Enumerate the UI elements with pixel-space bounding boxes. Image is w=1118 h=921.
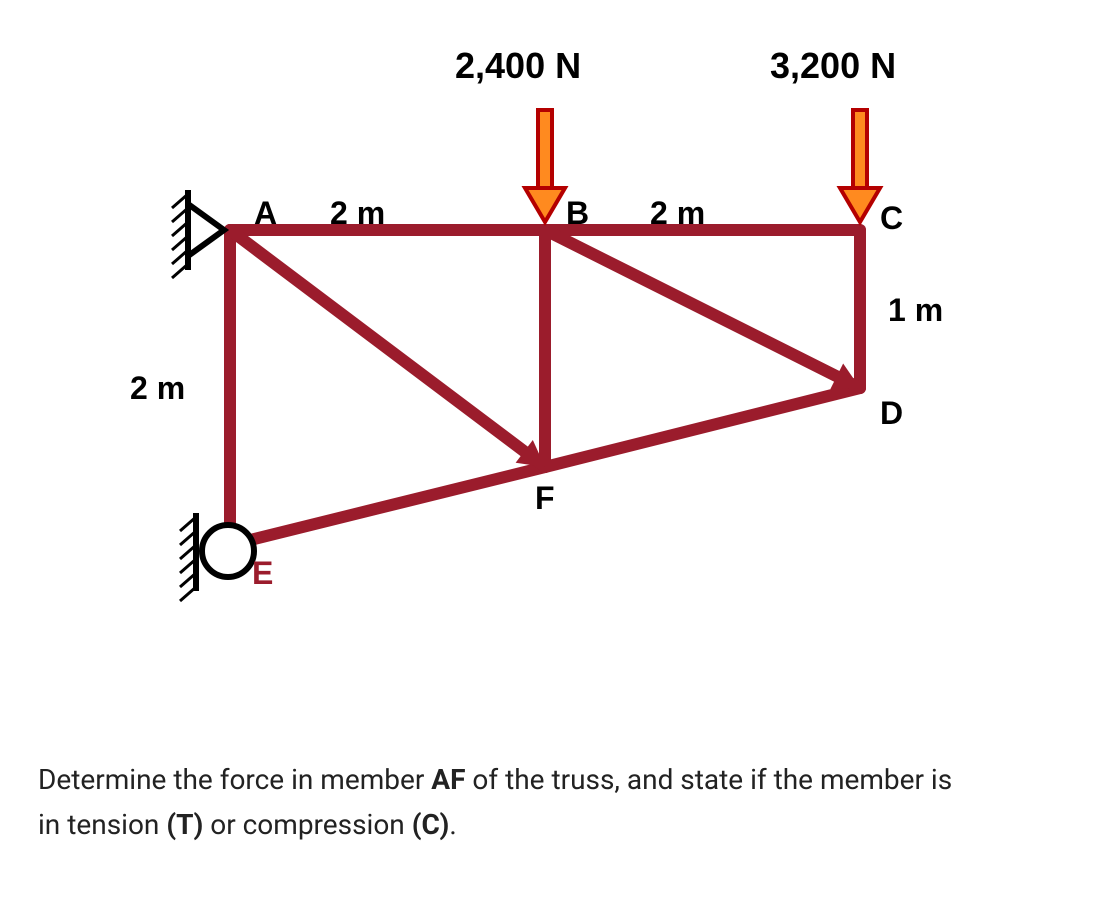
dim-label-AB: 2 m [330,195,385,232]
node-label-E: E [252,555,273,592]
dim-label-CD: 1 m [888,292,943,329]
member-AF [230,230,545,467]
force-label-B: 2,400 N [455,45,581,87]
member-FD [545,388,860,467]
q-line1-pre: Determine the force in member [38,763,431,796]
q-line2-pre: in tension [38,808,166,841]
member-EF [230,467,545,545]
q-line2-b2: (C) [412,808,450,841]
node-label-B: B [566,195,589,232]
node-label-D: D [880,395,903,432]
roller-support-E [202,525,254,577]
q-line2-mid: or compression [203,808,411,841]
q-line2-end: . [449,808,456,841]
force-label-C: 3,200 N [770,45,896,87]
node-label-F: F [535,480,555,517]
q-line1-post: of the truss, and state if the member is [465,763,952,796]
q-line1-bold: AF [431,763,465,796]
force-arrow [525,110,565,222]
member-BD [545,230,860,388]
force-arrow [840,110,880,222]
question-text: Determine the force in member AF of the … [38,758,952,848]
dim-label-BC: 2 m [650,195,705,232]
pin-support-A [188,204,224,256]
dim-label-AE: 2 m [130,370,185,407]
q-line2-b1: (T) [166,808,203,841]
node-label-A: A [254,195,277,232]
figure-canvas: 2,400 N 3,200 N A B C D F E 2 m 2 m 1 m … [0,0,1118,921]
node-label-C: C [880,200,903,237]
